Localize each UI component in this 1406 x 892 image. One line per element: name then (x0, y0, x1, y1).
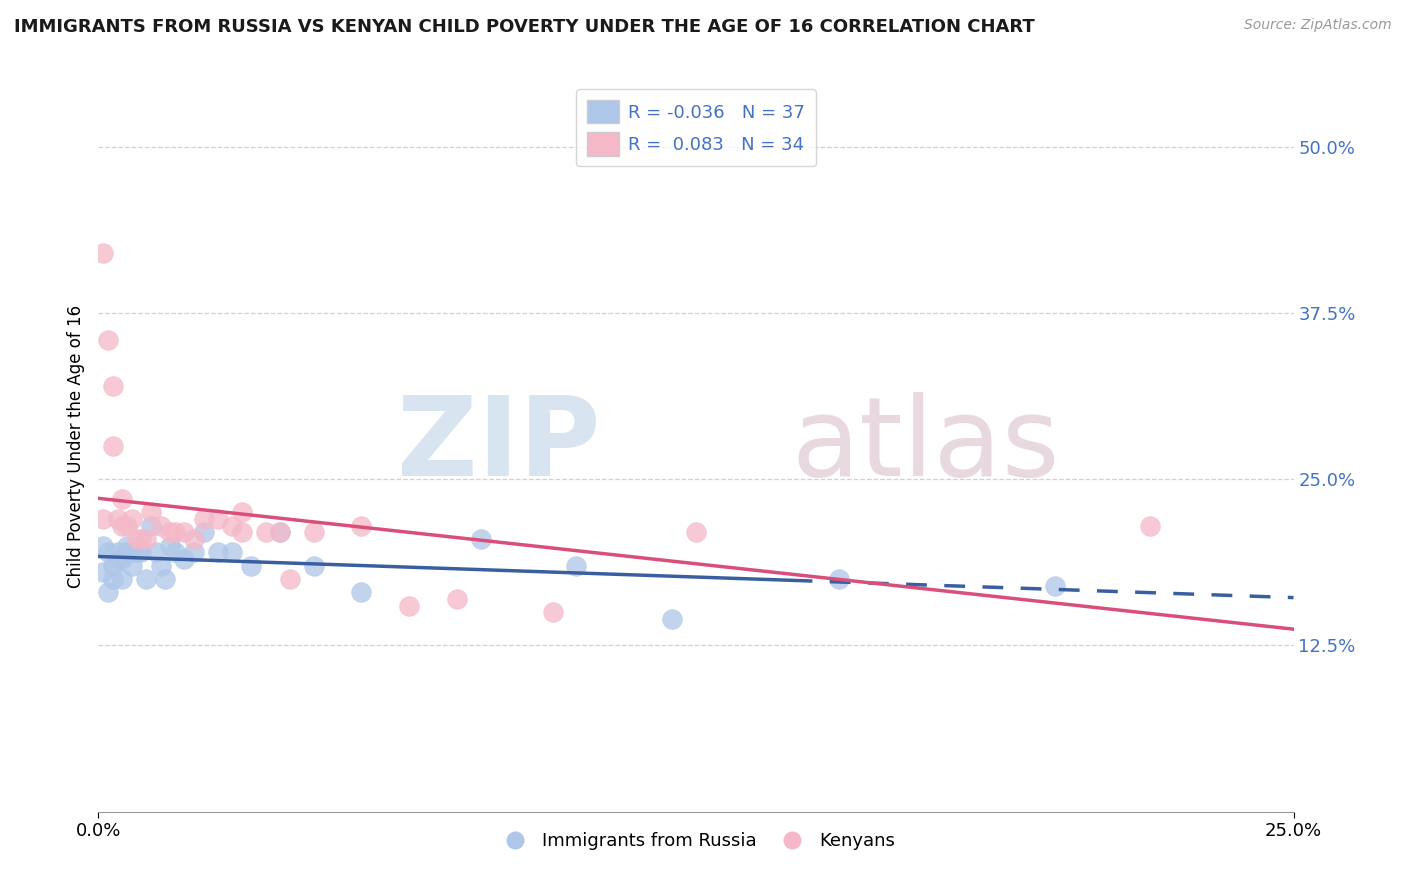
Point (163, 545, 186, 559)
Point (541, 605, 564, 619)
Point (91, 539, 114, 553)
Point (173, 552, 195, 566)
Point (302, 525, 325, 540)
Legend: Immigrants from Russia, Kenyans: Immigrants from Russia, Kenyans (489, 825, 903, 857)
Point (125, 545, 148, 559)
Point (115, 518, 138, 533)
Point (121, 512, 143, 526)
Point (1043, 579, 1066, 593)
Point (828, 572, 851, 586)
Point (111, 572, 134, 586)
Point (139, 506, 162, 520)
Point (159, 525, 181, 540)
Point (350, 585, 373, 599)
Point (207, 512, 229, 526)
Point (193, 512, 215, 526)
Point (221, 545, 243, 559)
Point (398, 599, 420, 613)
Point (149, 558, 172, 573)
Point (115, 539, 138, 553)
Text: IMMIGRANTS FROM RUSSIA VS KENYAN CHILD POVERTY UNDER THE AGE OF 16 CORRELATION C: IMMIGRANTS FROM RUSSIA VS KENYAN CHILD P… (14, 18, 1035, 36)
Point (207, 545, 229, 559)
Point (131, 532, 153, 546)
Point (278, 572, 301, 586)
Point (155, 572, 177, 586)
Point (159, 539, 181, 553)
Point (131, 545, 153, 559)
Point (91, 512, 114, 526)
Text: ZIP: ZIP (396, 392, 600, 500)
Point (350, 518, 373, 533)
Point (101, 439, 124, 453)
Point (107, 552, 129, 566)
Point (91, 566, 114, 580)
Point (115, 545, 138, 559)
Point (101, 558, 124, 573)
Point (446, 591, 468, 606)
Point (111, 492, 134, 507)
Point (149, 518, 172, 533)
Point (145, 545, 167, 559)
Point (269, 525, 291, 540)
Point (302, 558, 325, 573)
Point (97, 333, 120, 347)
Point (139, 518, 162, 533)
Point (221, 518, 243, 533)
Point (135, 572, 157, 586)
Point (163, 525, 186, 540)
Text: Source: ZipAtlas.com: Source: ZipAtlas.com (1244, 18, 1392, 32)
Point (111, 518, 134, 533)
Point (125, 532, 148, 546)
Point (661, 612, 683, 626)
Point (121, 558, 143, 573)
Point (254, 525, 277, 540)
Point (685, 525, 707, 540)
Point (111, 552, 134, 566)
Point (107, 512, 129, 526)
Point (193, 525, 215, 540)
Point (91, 246, 114, 260)
Point (231, 506, 253, 520)
Point (183, 532, 205, 546)
Point (565, 558, 588, 573)
Text: atlas: atlas (792, 392, 1060, 500)
Y-axis label: Child Poverty Under the Age of 16: Child Poverty Under the Age of 16 (66, 304, 84, 588)
Point (97, 545, 120, 559)
Point (183, 545, 205, 559)
Point (101, 572, 124, 586)
Point (107, 545, 129, 559)
Point (135, 532, 157, 546)
Point (121, 545, 143, 559)
Point (240, 558, 263, 573)
Point (97, 585, 120, 599)
Point (231, 525, 253, 540)
Point (269, 525, 291, 540)
Point (101, 379, 124, 393)
Point (173, 525, 195, 540)
Point (470, 532, 492, 546)
Point (1139, 518, 1161, 533)
